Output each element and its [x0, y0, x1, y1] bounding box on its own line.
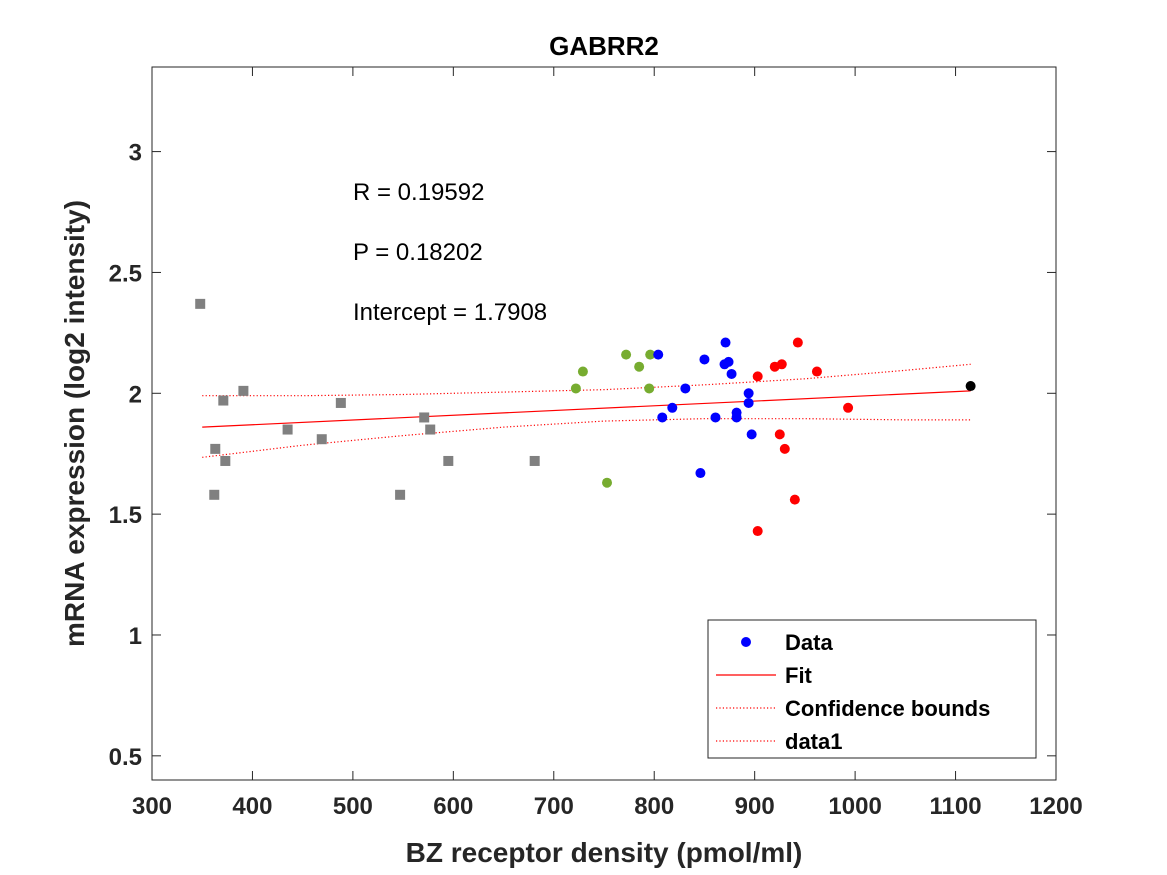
data-point-gray	[316, 434, 327, 445]
data-point-red	[774, 429, 785, 440]
data-point-gray	[425, 424, 436, 435]
data-point-red	[843, 402, 854, 413]
y-tick-label: 0.5	[109, 744, 142, 771]
x-tick-label: 1200	[1029, 793, 1082, 820]
data-point-blue	[720, 337, 731, 348]
y-tick-label: 2	[129, 381, 142, 408]
data-point-red	[752, 371, 763, 382]
data-point-gray	[209, 489, 220, 500]
data-point-blue	[699, 354, 710, 365]
data-point-green	[621, 349, 632, 360]
data-point-blue	[723, 356, 734, 367]
data-point-gray	[195, 298, 206, 309]
data-point-green	[644, 383, 655, 394]
stat-annotation: Intercept = 1.7908	[353, 299, 547, 326]
data-point-blue	[667, 402, 678, 413]
fit-line	[202, 390, 971, 428]
data-point-green	[577, 366, 588, 377]
data-point-green	[602, 477, 613, 488]
confidence-bounds-layer	[202, 363, 971, 458]
text-layer: 300 400 500 600 700 800 900 1000 1100 1200 0.5 1 1.5…	[59, 31, 1083, 868]
data-point-gray	[419, 412, 430, 423]
x-tick-label: 800	[634, 793, 674, 820]
legend-marker-data	[741, 637, 751, 647]
legend-box	[707, 619, 1037, 759]
x-tick-label: 900	[735, 793, 775, 820]
data-point-red	[792, 337, 803, 348]
data-point-gray	[210, 443, 221, 454]
y-tick-label: 1.5	[109, 502, 142, 529]
x-tick-label: 1000	[828, 793, 881, 820]
stat-annotation: P = 0.18202	[353, 239, 483, 266]
data-point-red	[776, 359, 787, 370]
y-tick-label: 1	[129, 623, 142, 650]
stat-annotation: R = 0.19592	[353, 179, 484, 206]
axes-layer	[151, 66, 1057, 781]
data-point-blue	[710, 412, 721, 423]
data-point-gray	[443, 455, 454, 466]
data-point-gray	[282, 424, 293, 435]
legend-label: Fit	[785, 663, 813, 688]
data-point-blue	[657, 412, 668, 423]
y-axis-label: mRNA expression (log2 intensity)	[59, 200, 90, 647]
chart-title: GABRR2	[549, 31, 659, 61]
data-point-green	[645, 349, 656, 360]
data-point-gray	[238, 385, 249, 396]
data-point-blue	[726, 368, 737, 379]
y-tick-label: 2.5	[109, 260, 142, 287]
data-points-layer	[195, 298, 976, 537]
legend-label: Confidence bounds	[785, 696, 990, 721]
data-point-red	[811, 366, 822, 377]
data-point-green	[570, 383, 581, 394]
data-point-blue	[695, 468, 706, 479]
legend-label: Data	[785, 630, 833, 655]
legend: Data Fit Confidence bounds data1	[707, 619, 1037, 759]
y-tick-label: 3	[129, 140, 142, 167]
x-axis-label: BZ receptor density (pmol/ml)	[406, 837, 803, 868]
data-point-blue	[653, 349, 664, 360]
confidence-bound-upper	[202, 363, 971, 397]
x-tick-label: 400	[232, 793, 272, 820]
x-tick-label: 300	[132, 793, 172, 820]
data-point-gray	[395, 489, 406, 500]
data-point-red	[752, 526, 763, 537]
data-point-blue	[731, 407, 742, 418]
data-point-green	[634, 361, 645, 372]
fit-line-layer	[202, 390, 971, 428]
data-point-red	[779, 443, 790, 454]
data-point-red	[789, 494, 800, 505]
x-tick-label: 500	[333, 793, 373, 820]
data-point-gray	[218, 395, 229, 406]
legend-label: data1	[785, 729, 842, 754]
data-point-gray	[220, 455, 231, 466]
axes-box	[151, 66, 1057, 781]
x-tick-label: 600	[433, 793, 473, 820]
data-point-black	[965, 381, 976, 392]
data-point-gray	[335, 397, 346, 408]
data-point-blue	[743, 388, 754, 399]
data-point-blue	[743, 397, 754, 408]
data-point-blue	[746, 429, 757, 440]
data-point-gray	[529, 455, 540, 466]
x-tick-label: 700	[534, 793, 574, 820]
x-tick-label: 1100	[930, 793, 982, 820]
data-point-blue	[680, 383, 691, 394]
